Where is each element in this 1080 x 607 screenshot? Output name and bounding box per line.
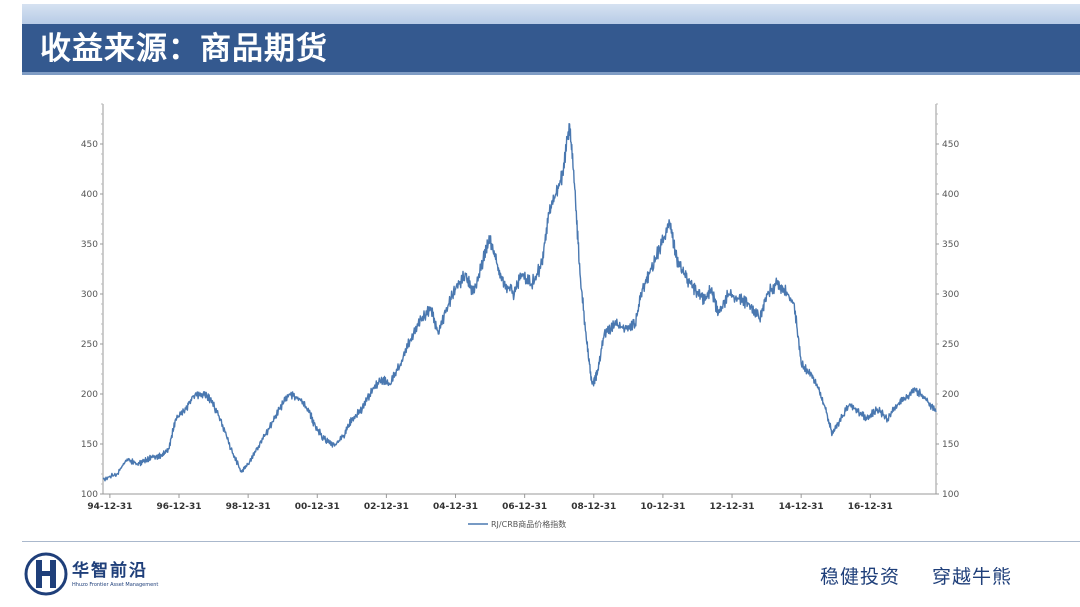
slide-title: 收益来源：商品期货 [40,31,328,67]
x-axis: 94-12-31 96-12-31 98-12-31 00-12-31 02-12-31… [87,493,936,512]
left-y-tick-label: 450 [81,140,98,150]
footer-divider [22,541,1080,542]
logo-emblem-icon [24,552,68,596]
legend-label: RJ/CRB商品价格指数 [491,519,566,529]
left-y-tick-label: 300 [81,290,98,300]
x-tick-label: 12-12-31 [710,502,755,512]
chart-legend: RJ/CRB商品价格指数 [468,519,566,529]
series-line [102,123,937,482]
right-y-tick-label: 250 [942,340,959,350]
right-y-tick-label: 400 [942,190,959,200]
x-tick-label: 10-12-31 [640,502,685,512]
left-y-axis: 100 150 200 250 300 350 400 450 [81,103,104,500]
left-y-tick-label: 350 [81,240,98,250]
series-layer [102,123,937,482]
right-y-axis: 100 150 200 250 300 350 400 450 [935,103,959,500]
title-bar [22,24,1080,72]
x-tick-label: 14-12-31 [779,502,824,512]
right-y-tick-label: 350 [942,240,959,250]
logo-english-name: Hhuzo Frontier Asset Management [72,582,159,588]
x-tick-label: 04-12-31 [433,502,478,512]
x-tick-label: 96-12-31 [156,502,201,512]
right-y-tick-label: 150 [942,440,959,450]
x-tick-label: 94-12-31 [87,502,132,512]
left-y-tick-label: 200 [81,390,98,400]
company-logo: 华智前沿 Hhuzo Frontier Asset Management [24,552,204,598]
x-tick-label: 08-12-31 [571,502,616,512]
left-y-tick-label: 150 [81,440,98,450]
header-top-strip [22,4,1080,24]
right-y-tick-label: 300 [942,290,959,300]
x-tick-label: 00-12-31 [295,502,340,512]
left-y-tick-label: 400 [81,190,98,200]
x-tick-label: 06-12-31 [502,502,547,512]
right-y-tick-label: 450 [942,140,959,150]
x-tick-label: 16-12-31 [848,502,893,512]
logo-chinese-name: 华智前沿 [72,561,148,581]
title-bar-accent [22,72,1080,75]
right-y-tick-label: 200 [942,390,959,400]
x-tick-label: 02-12-31 [364,502,409,512]
slogan-through-bull-bear: 穿越牛熊 [932,566,1013,588]
left-y-tick-label: 250 [81,340,98,350]
slogan-steady-investment: 稳健投资 [820,566,901,588]
right-y-tick-label: 100 [942,490,959,500]
x-tick-label: 98-12-31 [226,502,271,512]
left-y-tick-label: 100 [81,490,98,500]
